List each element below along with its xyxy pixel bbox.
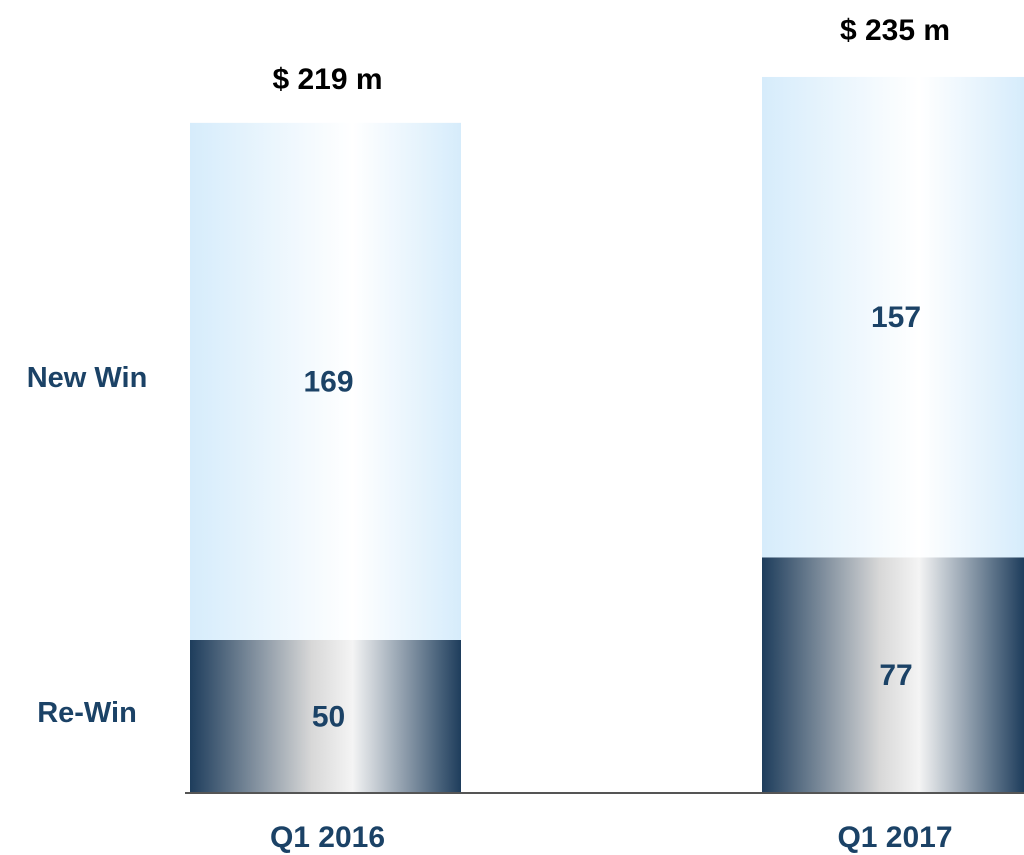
- value-label: 50: [312, 700, 345, 733]
- series-label: New Win: [27, 362, 148, 394]
- bar-segment: [762, 76, 1024, 558]
- value-label: 77: [879, 659, 912, 692]
- x-tick-label: Q1 2016: [270, 821, 385, 854]
- value-label: 157: [871, 301, 921, 334]
- total-label: $ 219 m: [272, 63, 382, 96]
- series-label: Re-Win: [37, 697, 137, 729]
- bar-segment: [762, 557, 1024, 793]
- bar-segment: [190, 122, 461, 641]
- x-tick-label: Q1 2017: [837, 821, 952, 854]
- total-label: $ 235 m: [840, 14, 950, 47]
- bar-segment: [190, 640, 461, 793]
- value-label: 169: [303, 365, 353, 398]
